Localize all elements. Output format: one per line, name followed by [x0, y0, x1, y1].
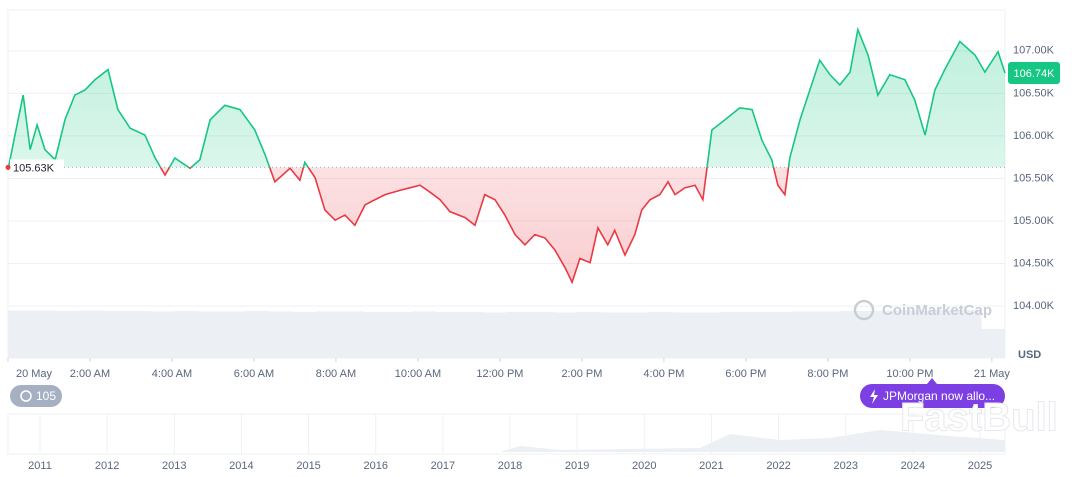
navigator-year: 2014 [229, 460, 253, 472]
source-watermark: FastBull [900, 396, 1058, 440]
volume-bar [696, 312, 721, 358]
baseline-dot [5, 164, 11, 170]
x-tick-label: 20 May [16, 368, 53, 380]
volume-bar [553, 312, 579, 358]
news-text: JPMorgan now allo... [883, 389, 995, 403]
last-price-tag [1008, 61, 1060, 84]
volume-bar [957, 310, 982, 358]
y-tick-label: 106.50K [1013, 87, 1055, 99]
volume-bar [197, 311, 222, 358]
x-tick-label: 10:00 AM [395, 368, 441, 380]
volume-bar [411, 311, 436, 358]
watermark: CoinMarketCap [853, 299, 992, 321]
x-tick-label: 12:00 PM [476, 368, 523, 380]
volume-bar [8, 310, 33, 358]
area-above [8, 29, 1005, 168]
volume-bar [55, 310, 80, 358]
volume-bar [482, 312, 507, 358]
area-below [8, 167, 789, 283]
volume-bar [530, 311, 555, 358]
watermark-text: CoinMarketCap [882, 302, 992, 319]
navigator-year: 2013 [162, 460, 186, 472]
volume-bar [364, 311, 389, 358]
price-line-above [7, 26, 1006, 168]
volume-bar [981, 328, 1006, 358]
volume-bar [269, 311, 294, 358]
volume-bar [672, 312, 697, 358]
volume-bar [150, 311, 175, 358]
navigator-year: 2019 [565, 460, 589, 472]
volume-bar [292, 311, 317, 358]
volume-bar [79, 310, 104, 358]
volume-bar [577, 311, 602, 358]
x-tick-label: 2:00 AM [70, 368, 110, 380]
volume-bar [791, 311, 816, 358]
navigator-year: 2011 [28, 460, 52, 472]
volume-bar [340, 311, 365, 358]
currency: USD [1018, 349, 1041, 361]
price-line-below [7, 167, 790, 285]
volume-bar [648, 311, 673, 358]
volume-bar [387, 311, 412, 358]
navigator-year: 2025 [968, 460, 992, 472]
navigator-year: 2015 [296, 460, 320, 472]
x-tick-label: 4:00 PM [643, 368, 684, 380]
volume-bar [601, 312, 626, 358]
volume [8, 310, 1006, 358]
volume-bar [126, 310, 151, 358]
volume-bar [886, 310, 911, 358]
last-price-label: 106.74K [1014, 68, 1056, 80]
volume-bar [815, 311, 840, 358]
y-tick-label: 106.00K [1013, 130, 1055, 142]
x-tick-label: 10:00 PM [886, 368, 933, 380]
volume-bar [459, 311, 484, 358]
baseline-label: 105.63K [13, 162, 55, 174]
y-tick-label: 105.50K [1013, 172, 1055, 184]
navigator-year: 2022 [766, 460, 790, 472]
volume-bar [102, 310, 127, 358]
y-tick-label: 104.50K [1013, 257, 1055, 269]
volume-bar [245, 310, 270, 358]
volume-bar [720, 311, 745, 358]
y-tick-label: 105.00K [1013, 215, 1055, 227]
volume-bar [31, 310, 56, 358]
navigator-year: 2023 [833, 460, 857, 472]
x-tick-label: 6:00 AM [234, 368, 274, 380]
volume-bar [743, 311, 768, 358]
navigator-year: 2024 [901, 460, 925, 472]
navigator-year: 2016 [363, 460, 387, 472]
x-tick-label: 4:00 AM [152, 368, 192, 380]
navigator-year: 2017 [431, 460, 455, 472]
y-tick-label: 104.00K [1013, 300, 1055, 312]
navigator-year: 2012 [95, 460, 119, 472]
volume-bar [435, 311, 460, 358]
navigator-year: 2018 [498, 460, 522, 472]
news-badge[interactable]: JPMorgan now allo... [860, 378, 1005, 408]
volume-bar [316, 311, 341, 358]
navigator [7, 413, 1006, 455]
volume-bar [221, 311, 246, 358]
volume-bar [174, 310, 199, 358]
x-tick-label: 6:00 PM [725, 368, 766, 380]
event-badge[interactable]: 105 [10, 385, 62, 407]
volume-bar [767, 311, 792, 358]
x-tick-label: 8:00 PM [807, 368, 848, 380]
volume-bar [933, 310, 958, 358]
event-count: 105 [36, 389, 56, 403]
volume-bar [625, 312, 650, 358]
navigator-year: 2020 [632, 460, 656, 472]
plot [5, 26, 1006, 285]
volume-bar [506, 311, 531, 358]
x-tick-label: 2:00 PM [561, 368, 602, 380]
baseline-label-bg [10, 159, 64, 176]
navigator-axis: 2011 2012 2013 2014 2015 2016 2017 2018 2019 2020… [28, 414, 992, 472]
x-tick-label: 8:00 AM [316, 368, 356, 380]
volume-bar [910, 310, 935, 358]
y-tick-label: 107.00K [1013, 45, 1055, 57]
x-tick-label: 21 May [974, 368, 1011, 380]
navigator-year: 2021 [699, 460, 723, 472]
